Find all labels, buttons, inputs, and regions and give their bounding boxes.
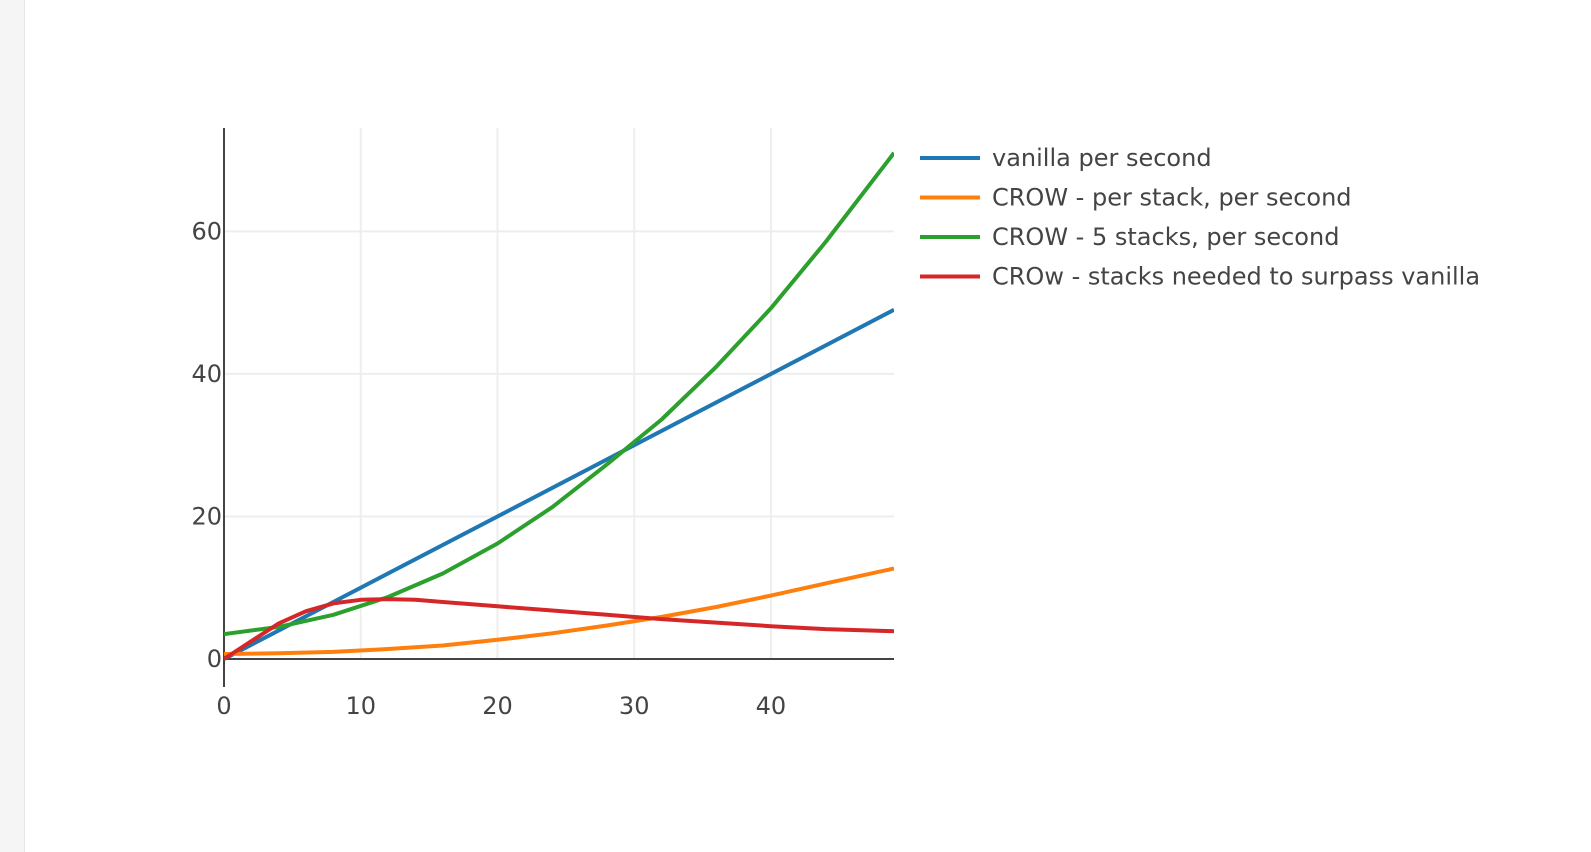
legend-label: CROW - 5 stacks, per second [992,223,1339,251]
tick-labels: 0 10 20 30 40 0 20 40 60 [191,217,786,720]
y-tick-label: 0 [207,645,222,673]
x-tick-label: 0 [216,692,231,720]
legend-item-3: CROw - stacks needed to surpass vanilla [920,263,1480,291]
legend-item-1: CROW - per stack, per second [920,184,1352,212]
x-tick-label: 30 [619,692,650,720]
series-line-3 [224,597,894,661]
legend-label: vanilla per second [992,144,1212,172]
series-lines [224,151,894,661]
y-tick-label: 40 [191,360,222,388]
x-tick-label: 10 [345,692,376,720]
x-tick-label: 20 [482,692,513,720]
x-tick-label: 40 [756,692,787,720]
legend-label: CROW - per stack, per second [992,184,1352,212]
grid-lines [224,128,894,659]
chart-card: 0 10 20 30 40 0 20 40 60 vanilla per second CROW … [24,0,1591,852]
legend: vanilla per second CROW - per stack, per … [920,144,1480,291]
legend-item-2: CROW - 5 stacks, per second [920,223,1339,251]
series-line-1 [224,566,894,656]
y-tick-label: 60 [191,217,222,245]
legend-item-0: vanilla per second [920,144,1212,172]
series-line-2 [224,151,894,637]
series-line-0 [224,308,894,661]
y-tick-label: 20 [191,502,222,530]
legend-label: CROw - stacks needed to surpass vanilla [992,263,1480,291]
axes [223,128,894,687]
line-chart: 0 10 20 30 40 0 20 40 60 vanilla per second CROW … [191,128,1480,720]
